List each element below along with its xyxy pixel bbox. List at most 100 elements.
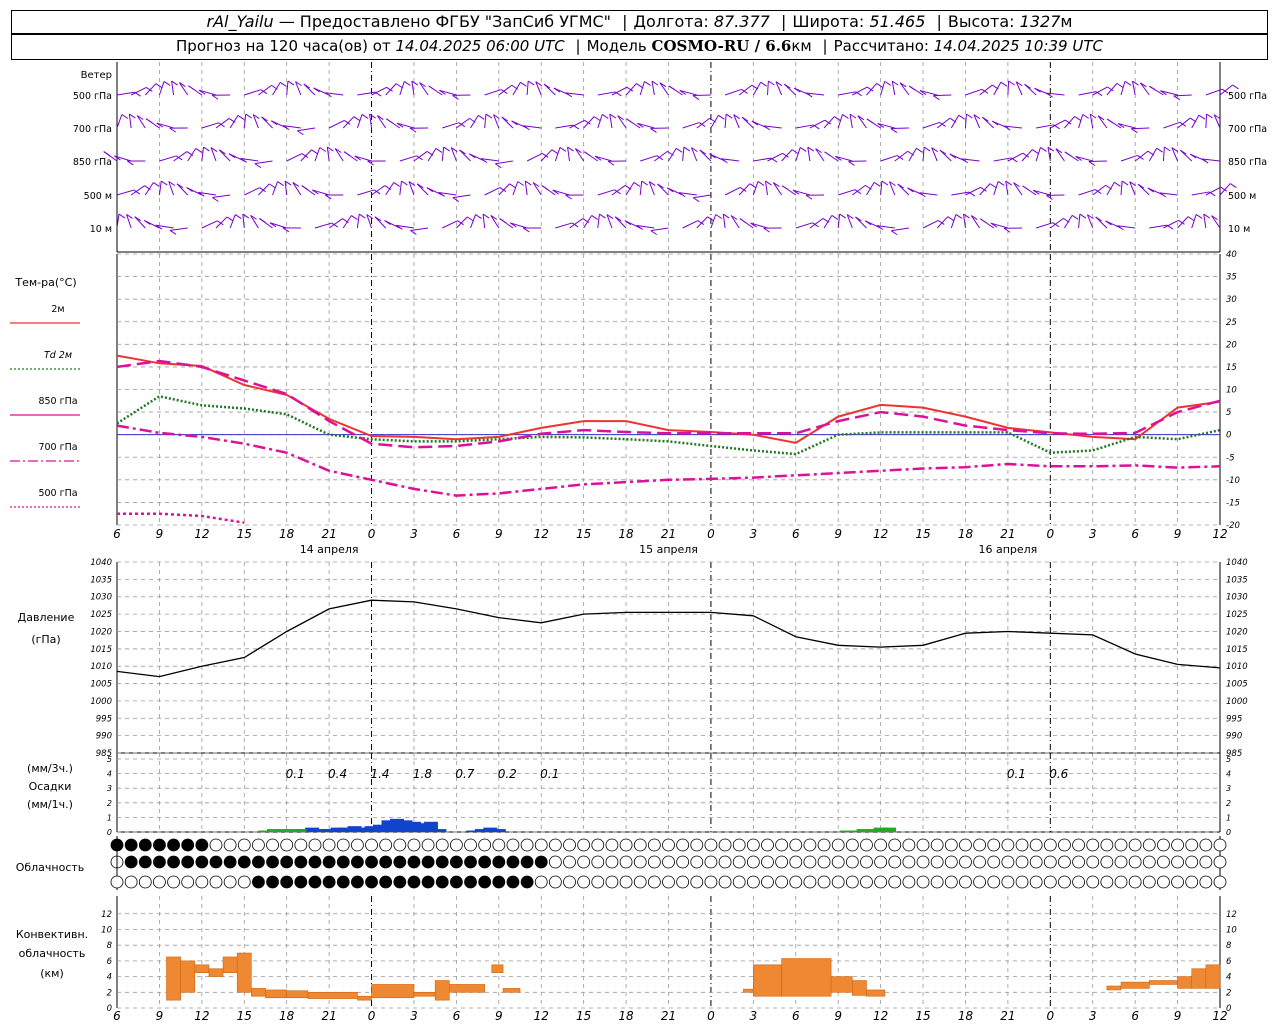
- wind-barb: [846, 214, 853, 229]
- wind-barb-flag: [358, 213, 366, 219]
- temp-series-line: [116, 424, 1221, 497]
- wind-barb-flag: [146, 87, 153, 92]
- wind-barb: [254, 160, 273, 165]
- wind-barb: [495, 160, 514, 165]
- wind-barb: [838, 189, 855, 196]
- cloud-symbol: [944, 855, 958, 869]
- cloud-symbol: [308, 838, 322, 852]
- wind-barb: [524, 181, 528, 196]
- cloud-symbol: [845, 838, 859, 852]
- wind-barb-flag: [866, 118, 874, 124]
- wind-barb-flag: [490, 215, 498, 220]
- wind-barb: [1036, 124, 1054, 129]
- wind-barb: [201, 146, 204, 162]
- wind-barb-flag: [709, 153, 716, 159]
- cloud-symbol: [506, 875, 520, 889]
- wind-barb: [369, 114, 373, 129]
- cloud-symbol: [662, 838, 675, 852]
- wind-barb-flag: [188, 85, 195, 91]
- model-name: COSMO-RU / 6.6: [651, 37, 792, 55]
- wind-barb: [753, 157, 772, 162]
- cloud-symbol: [704, 838, 718, 852]
- precip-ytick: 5: [107, 755, 112, 764]
- wind-barb: [295, 81, 302, 96]
- cloud-symbol: [124, 838, 138, 852]
- wind-barb-flag: [416, 155, 423, 161]
- time-tick-bottom: 6: [1131, 1009, 1139, 1023]
- wind-barb-flag: [179, 82, 186, 87]
- cloud-symbol: [916, 855, 930, 869]
- cloud-symbol: [591, 838, 605, 852]
- wind-barb-flag: [1013, 182, 1020, 188]
- cloud-symbol: [1157, 855, 1170, 869]
- wind-barb-flag: [750, 222, 757, 228]
- cloud-symbol: [138, 855, 152, 869]
- wind-barb-flag: [971, 215, 978, 220]
- wind-barb-flag: [259, 218, 266, 223]
- wind-barb: [252, 114, 259, 129]
- wind-barb-flag: [1055, 148, 1063, 154]
- cloud-symbol: [973, 855, 987, 869]
- cloud-symbol: [280, 875, 294, 889]
- temp-ytick: 25: [1226, 318, 1237, 328]
- wind-barb: [1162, 146, 1165, 162]
- cloud-symbol: [1171, 855, 1184, 869]
- wind-barb: [919, 90, 938, 96]
- wind-barb-flag: [584, 151, 591, 157]
- wind-barb: [1191, 214, 1197, 229]
- wind-barb-flag: [1173, 95, 1181, 101]
- wind-barb: [1064, 116, 1075, 129]
- cloud-symbol: [449, 838, 463, 852]
- wind-barb: [201, 122, 219, 129]
- wind-barb: [258, 84, 272, 96]
- wind-barb-flag: [144, 220, 151, 225]
- wind-barb-flag: [567, 146, 574, 152]
- wind-barb: [763, 125, 782, 129]
- wind-barb: [1177, 216, 1189, 229]
- time-tick: 21: [661, 527, 676, 541]
- cloud-symbol: [379, 855, 393, 869]
- cloud-symbol: [407, 875, 421, 889]
- cloud-symbol: [280, 855, 294, 869]
- time-tick: 18: [958, 527, 974, 541]
- wind-barb: [470, 115, 479, 129]
- wind-barb-flag: [907, 187, 914, 193]
- wind-barb: [730, 215, 740, 229]
- wind-barb-flag: [873, 181, 881, 187]
- cloud-symbol: [944, 838, 958, 852]
- wind-barb-flag: [793, 87, 801, 93]
- conv-bar: [491, 964, 504, 973]
- pressure-ytick: 1000: [90, 697, 112, 707]
- wind-barb-flag: [408, 181, 416, 186]
- cloud-symbol: [1142, 855, 1156, 869]
- wind-barb-flag: [919, 192, 926, 198]
- wind-barb: [650, 227, 669, 232]
- wind-barb: [240, 157, 259, 162]
- wind-barb: [963, 214, 966, 229]
- time-tick-bottom: 0: [707, 1009, 715, 1023]
- wind-barb: [535, 81, 542, 96]
- wind-barb-flag: [373, 189, 381, 195]
- wind-barb-flag: [354, 155, 361, 161]
- wind-barb-flag: [525, 180, 532, 186]
- wind-barb: [176, 183, 189, 196]
- wind-barb-flag: [1024, 83, 1031, 89]
- wind-barb: [126, 214, 132, 229]
- wind-barb-flag: [499, 218, 506, 223]
- wind-barb-flag: [127, 160, 134, 166]
- conv-bar: [1205, 964, 1221, 989]
- cloud-symbol: [478, 875, 492, 889]
- cloud-symbol: [393, 855, 407, 869]
- wind-barb: [1078, 213, 1081, 229]
- wind-barb: [116, 91, 135, 96]
- wind-barb-flag: [126, 214, 133, 219]
- cloud-symbol: [252, 875, 265, 889]
- wind-barb: [1205, 88, 1223, 96]
- temp-ytick: 40: [1226, 250, 1237, 260]
- pressure-ytick: 985: [96, 749, 112, 759]
- precip-bar: [856, 829, 871, 832]
- cloud-symbol: [817, 875, 831, 889]
- wind-barb: [767, 152, 783, 162]
- time-tick: 0: [707, 527, 715, 541]
- wind-barb-flag: [535, 81, 543, 87]
